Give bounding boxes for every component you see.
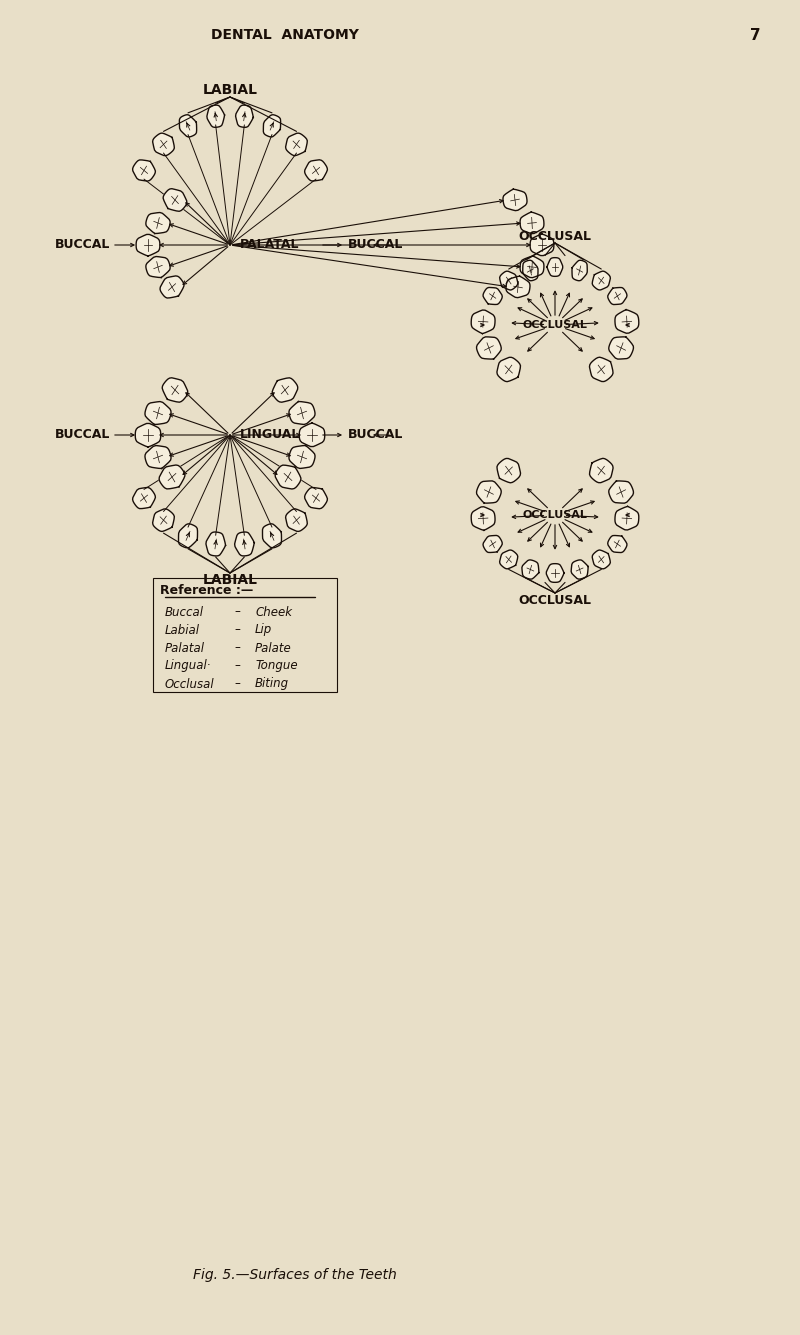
Polygon shape xyxy=(608,535,627,553)
Text: –: – xyxy=(234,659,240,673)
Polygon shape xyxy=(500,271,518,290)
Polygon shape xyxy=(145,402,171,425)
Polygon shape xyxy=(272,378,298,402)
Polygon shape xyxy=(135,423,161,447)
Polygon shape xyxy=(305,160,327,182)
Text: BUCCAL: BUCCAL xyxy=(54,239,110,251)
Polygon shape xyxy=(590,358,613,382)
Text: Palatal: Palatal xyxy=(165,642,205,654)
Polygon shape xyxy=(497,458,521,483)
Polygon shape xyxy=(471,507,495,530)
Polygon shape xyxy=(590,458,613,483)
Text: Lip: Lip xyxy=(255,623,272,637)
Polygon shape xyxy=(500,550,518,569)
Polygon shape xyxy=(136,235,160,256)
Text: –: – xyxy=(234,677,240,690)
Text: OCCLUSAL: OCCLUSAL xyxy=(518,594,591,606)
Polygon shape xyxy=(289,446,315,469)
Polygon shape xyxy=(160,276,184,298)
Polygon shape xyxy=(608,287,627,304)
Polygon shape xyxy=(477,481,502,503)
Polygon shape xyxy=(506,276,530,298)
Polygon shape xyxy=(483,535,502,553)
Polygon shape xyxy=(179,115,197,138)
Polygon shape xyxy=(206,533,226,555)
Text: Palate: Palate xyxy=(255,642,292,654)
Text: Lingual·: Lingual· xyxy=(165,659,211,673)
Polygon shape xyxy=(275,465,301,489)
Polygon shape xyxy=(236,105,254,127)
Polygon shape xyxy=(263,115,281,138)
Text: Buccal: Buccal xyxy=(165,606,204,618)
Polygon shape xyxy=(286,509,307,531)
Text: OCCLUSAL: OCCLUSAL xyxy=(522,320,587,330)
Polygon shape xyxy=(286,134,307,156)
Text: –: – xyxy=(234,623,240,637)
Polygon shape xyxy=(520,212,544,234)
Text: Cheek: Cheek xyxy=(255,606,292,618)
Polygon shape xyxy=(609,336,634,359)
Polygon shape xyxy=(546,563,564,582)
Polygon shape xyxy=(571,559,588,579)
Polygon shape xyxy=(471,310,495,334)
Polygon shape xyxy=(146,256,170,278)
Polygon shape xyxy=(146,212,170,234)
Polygon shape xyxy=(178,523,198,547)
Polygon shape xyxy=(133,487,155,509)
Text: –: – xyxy=(234,642,240,654)
Polygon shape xyxy=(153,509,174,531)
Polygon shape xyxy=(305,487,327,509)
Polygon shape xyxy=(609,481,634,503)
Text: BUCCAL: BUCCAL xyxy=(348,239,403,251)
Text: Reference :—: Reference :— xyxy=(160,583,254,597)
Polygon shape xyxy=(133,160,155,182)
Text: DENTAL  ANATOMY: DENTAL ANATOMY xyxy=(211,28,359,41)
Polygon shape xyxy=(592,271,610,290)
Text: PALATAL: PALATAL xyxy=(240,239,299,251)
Text: OCCLUSAL: OCCLUSAL xyxy=(518,231,591,243)
Polygon shape xyxy=(520,256,544,278)
Polygon shape xyxy=(163,188,187,211)
Polygon shape xyxy=(572,260,587,280)
Polygon shape xyxy=(477,336,502,359)
Polygon shape xyxy=(615,506,638,530)
Text: Tongue: Tongue xyxy=(255,659,298,673)
Polygon shape xyxy=(159,465,185,489)
Polygon shape xyxy=(615,310,639,334)
Polygon shape xyxy=(497,358,521,382)
Text: Biting: Biting xyxy=(255,677,289,690)
Text: LABIAL: LABIAL xyxy=(202,573,258,587)
Text: LABIAL: LABIAL xyxy=(202,83,258,97)
Text: BUCCAL: BUCCAL xyxy=(348,429,403,442)
Polygon shape xyxy=(299,423,325,446)
Text: OCCLUSAL: OCCLUSAL xyxy=(522,510,587,521)
Text: Labial: Labial xyxy=(165,623,200,637)
Polygon shape xyxy=(530,234,554,255)
Polygon shape xyxy=(153,134,174,156)
Polygon shape xyxy=(162,378,188,402)
Polygon shape xyxy=(234,531,254,555)
Text: BUCCAL: BUCCAL xyxy=(54,429,110,442)
Text: –: – xyxy=(234,606,240,618)
Text: Fig. 5.—Surfaces of the Teeth: Fig. 5.—Surfaces of the Teeth xyxy=(193,1268,397,1282)
Polygon shape xyxy=(547,258,562,276)
Text: Occlusal: Occlusal xyxy=(165,677,214,690)
Polygon shape xyxy=(145,446,171,469)
Polygon shape xyxy=(522,260,538,280)
Polygon shape xyxy=(522,559,539,579)
Polygon shape xyxy=(483,287,502,304)
Polygon shape xyxy=(503,190,527,211)
Polygon shape xyxy=(262,523,282,547)
Text: LINGUAL: LINGUAL xyxy=(240,429,300,442)
Polygon shape xyxy=(592,550,610,569)
Text: 7: 7 xyxy=(750,28,760,43)
Polygon shape xyxy=(289,402,315,425)
Polygon shape xyxy=(207,105,225,127)
